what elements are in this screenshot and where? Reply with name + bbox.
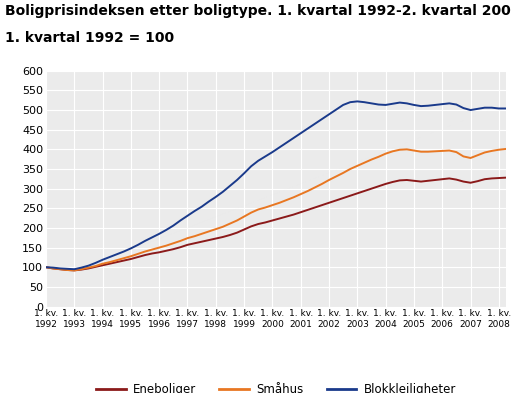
Småhus [163,243,169,248]
Småhus [85,265,91,270]
Blokkleiligheter [503,106,509,111]
Småhus [503,147,509,151]
Blokkleiligheter [71,267,77,272]
Småhus [411,148,417,153]
Eneboliger [475,179,481,184]
Blokkleiligheter [255,158,261,163]
Eneboliger [85,266,91,271]
Blokkleiligheter [85,263,91,268]
Eneboliger [163,248,169,253]
Blokkleiligheter [192,209,198,213]
Blokkleiligheter [248,164,254,169]
Text: Boligprisindeksen etter boligtype. 1. kvartal 1992-2. kvartal 2008.: Boligprisindeksen etter boligtype. 1. kv… [5,4,511,18]
Line: Småhus: Småhus [46,149,506,270]
Eneboliger [43,265,49,270]
Småhus [192,234,198,239]
Småhus [43,265,49,270]
Blokkleiligheter [354,99,360,104]
Eneboliger [248,224,254,229]
Eneboliger [192,241,198,246]
Blokkleiligheter [43,265,49,270]
Eneboliger [411,178,417,183]
Line: Eneboliger: Eneboliger [46,178,506,270]
Småhus [71,268,77,273]
Eneboliger [503,175,509,180]
Line: Blokkleiligheter: Blokkleiligheter [46,101,506,269]
Blokkleiligheter [163,228,169,232]
Blokkleiligheter [418,104,424,108]
Text: 1. kvartal 1992 = 100: 1. kvartal 1992 = 100 [5,31,174,46]
Småhus [475,153,481,158]
Legend: Eneboliger, Småhus, Blokkleiligheter: Eneboliger, Småhus, Blokkleiligheter [91,378,460,393]
Eneboliger [71,268,77,273]
Småhus [248,210,254,215]
